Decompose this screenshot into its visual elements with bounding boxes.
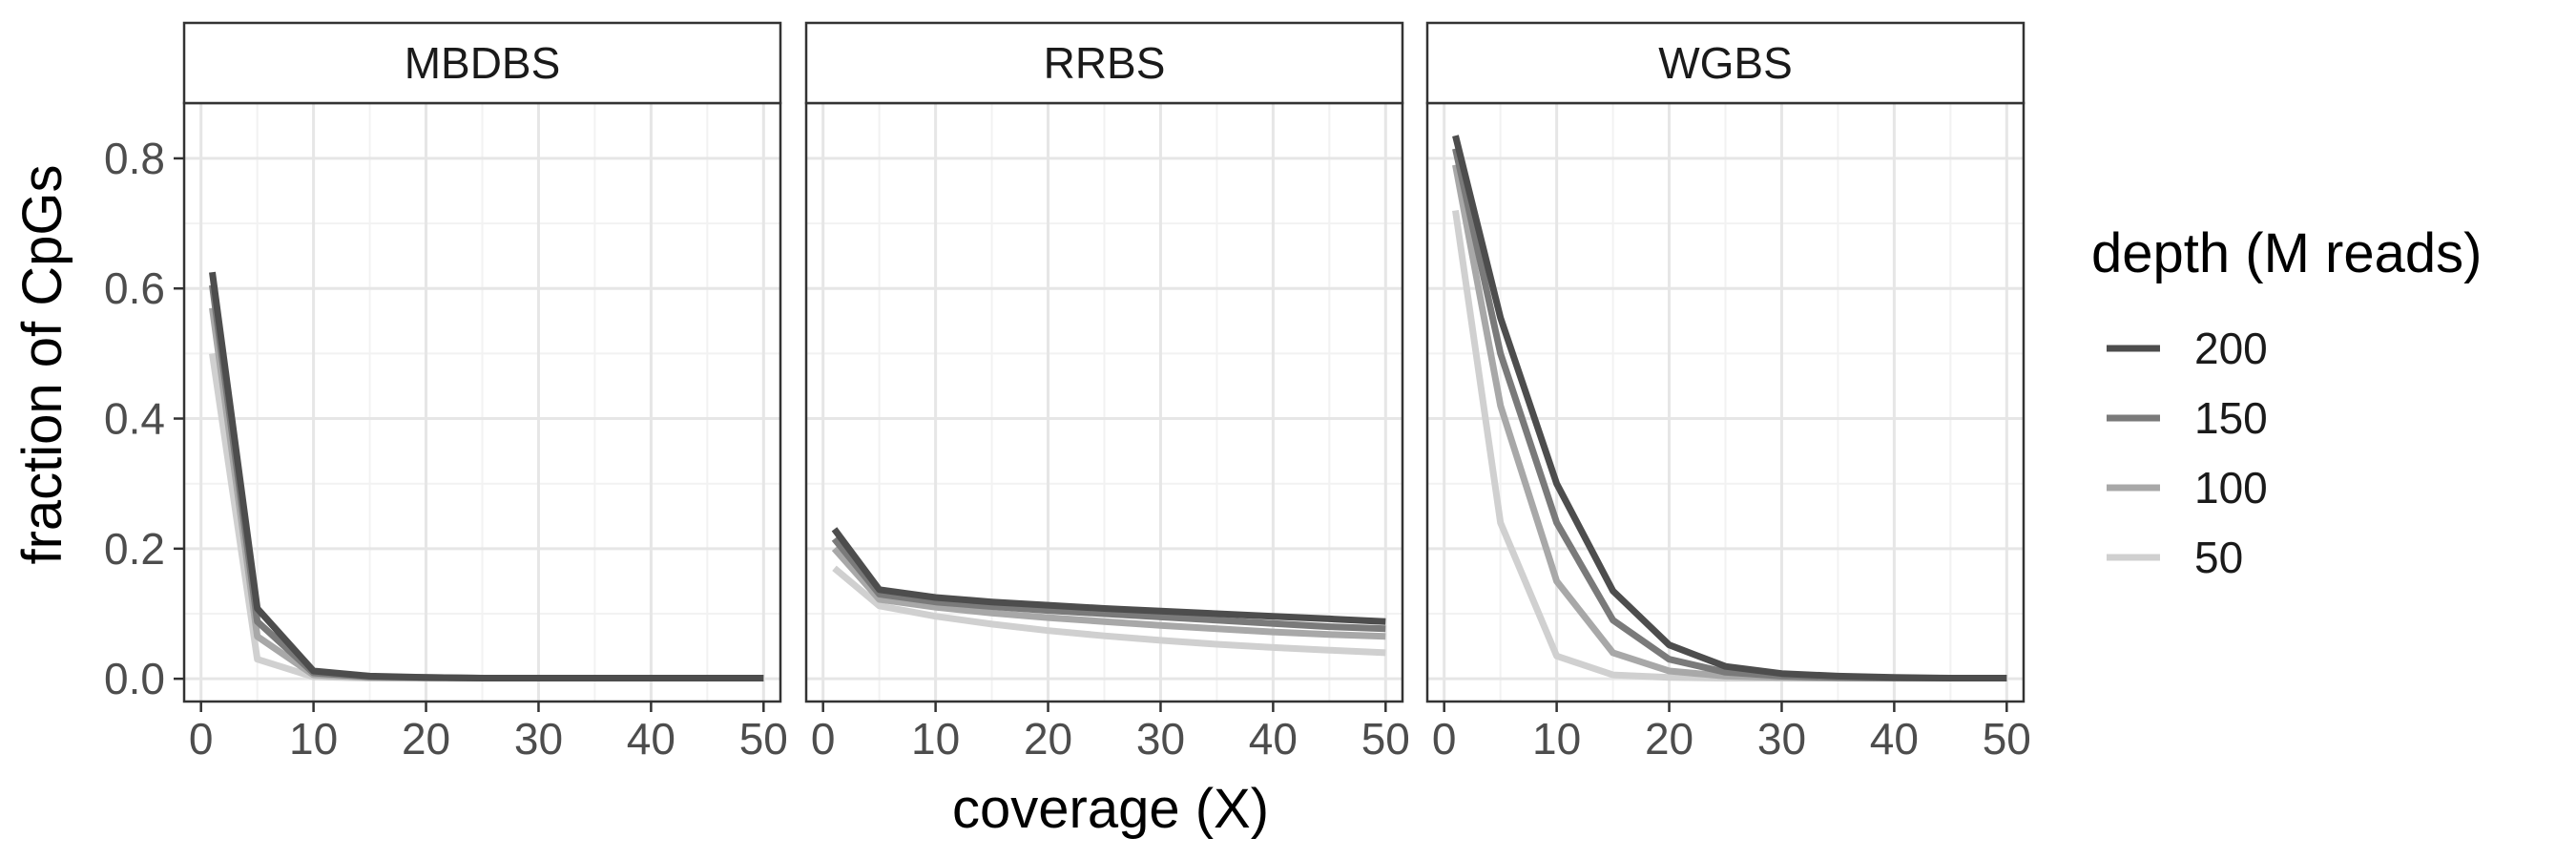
legend-label-200: 200 xyxy=(2194,324,2268,373)
panel-rrbs: RRBS 0 10 20 30 40 50 xyxy=(804,21,1410,764)
x-tick-label: 20 xyxy=(402,714,450,764)
strip-background xyxy=(1425,21,2025,105)
x-tick-label: 50 xyxy=(739,714,788,764)
strip-label: WGBS xyxy=(1658,38,1793,88)
legend-label-50: 50 xyxy=(2194,533,2243,582)
x-tick-label: 40 xyxy=(1870,714,1919,764)
x-tick-label: 20 xyxy=(1024,714,1072,764)
series-line-150 xyxy=(831,536,1386,633)
legend: depth (M reads) 200 150 100 50 xyxy=(2091,222,2482,582)
series-line-200 xyxy=(1452,135,2007,681)
panels: MBDBS 0 10 20 30 40 50 0.0 0.2 0.4 0.6 0.8 RRBS 0 10 20… xyxy=(104,21,2031,764)
x-tick-label: 0 xyxy=(189,714,214,764)
series-line-50 xyxy=(832,565,1386,657)
x-axis-title: coverage (X) xyxy=(952,778,1269,840)
y-tick-label: 0.0 xyxy=(104,654,165,703)
y-tick-label: 0.8 xyxy=(104,134,165,183)
x-tick-label: 0 xyxy=(811,714,836,764)
x-tick-label: 30 xyxy=(1136,714,1185,764)
legend-title: depth (M reads) xyxy=(2091,222,2482,284)
x-tick-label: 10 xyxy=(289,714,338,764)
x-tick-label: 50 xyxy=(1983,714,2031,764)
x-tick-label: 10 xyxy=(911,714,960,764)
series-line-100 xyxy=(831,546,1386,640)
x-tick-label: 0 xyxy=(1432,714,1457,764)
series-line-200 xyxy=(209,271,764,681)
y-tick-label: 0.2 xyxy=(104,524,165,574)
x-tick-label: 40 xyxy=(1249,714,1298,764)
x-tick-label: 20 xyxy=(1645,714,1693,764)
series-line-200 xyxy=(831,527,1386,625)
strip-label: RRBS xyxy=(1044,38,1166,88)
x-tick-label: 30 xyxy=(514,714,563,764)
y-axis-title: fraction of CpGs xyxy=(11,164,73,564)
y-tick-label: 0.4 xyxy=(104,394,165,444)
x-tick-label: 10 xyxy=(1532,714,1581,764)
x-tick-label: 50 xyxy=(1361,714,1410,764)
panel-wgbs: WGBS 0 10 20 30 40 50 xyxy=(1425,21,2031,764)
x-tick-label: 40 xyxy=(627,714,675,764)
strip-background xyxy=(182,21,782,105)
panel-mbdbs: MBDBS 0 10 20 30 40 50 0.0 0.2 0.4 0.6 0.8 xyxy=(104,21,788,764)
x-tick-label: 30 xyxy=(1757,714,1806,764)
legend-label-100: 100 xyxy=(2194,463,2268,513)
strip-label: MBDBS xyxy=(405,38,561,88)
y-tick-label: 0.6 xyxy=(104,263,165,313)
legend-label-150: 150 xyxy=(2194,393,2268,443)
strip-background xyxy=(804,21,1404,105)
